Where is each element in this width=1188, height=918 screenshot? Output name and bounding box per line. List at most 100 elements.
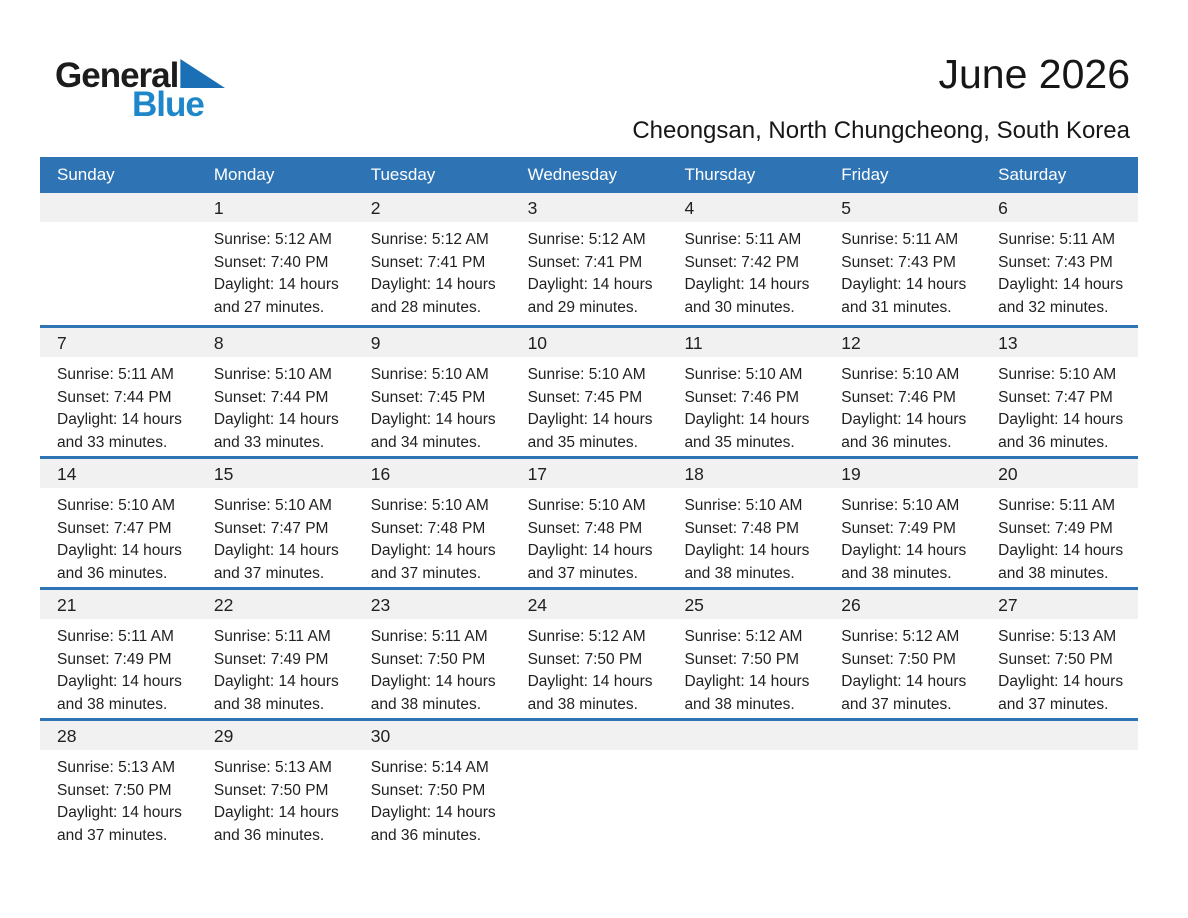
day-cell: 26 Sunrise: 5:12 AM Sunset: 7:50 PM Dayligh… bbox=[824, 590, 982, 718]
day-number-band: 8 bbox=[196, 328, 354, 357]
day-cell: 1 Sunrise: 5:12 AM Sunset: 7:40 PM Daylight… bbox=[196, 193, 354, 325]
daylight-text-line2: and 37 minutes. bbox=[213, 564, 325, 582]
day-number-band: 4 bbox=[667, 193, 825, 222]
day-number: 22 bbox=[213, 595, 234, 615]
daylight-text-line1: Daylight: 14 hours bbox=[684, 411, 810, 428]
sunset-text: Sunset: 7:46 PM bbox=[684, 388, 800, 406]
day-details: Sunrise: 5:11 AM Sunset: 7:49 PM Daylight:… bbox=[40, 619, 197, 716]
daylight-text-line2: and 38 minutes. bbox=[841, 564, 952, 582]
sunset-text: Sunset: 7:43 PM bbox=[998, 253, 1113, 271]
day-details: Sunrise: 5:13 AM Sunset: 7:50 PM Daylight:… bbox=[981, 619, 1138, 716]
day-cell: 5 Sunrise: 5:11 AM Sunset: 7:43 PM Daylight… bbox=[824, 193, 982, 325]
day-cell: 23 Sunrise: 5:11 AM Sunset: 7:50 PM Dayligh… bbox=[353, 590, 511, 718]
daylight-text-line2: and 37 minutes. bbox=[57, 826, 168, 844]
day-number: 20 bbox=[998, 464, 1018, 484]
daylight-text-line1: Daylight: 14 hours bbox=[527, 411, 653, 428]
sunset-text: Sunset: 7:42 PM bbox=[684, 253, 800, 271]
day-number-band: 16 bbox=[353, 459, 511, 488]
week-row: 7 Sunrise: 5:11 AM Sunset: 7:44 PM Daylight… bbox=[40, 325, 1139, 456]
sunrise-text: Sunrise: 5:10 AM bbox=[213, 497, 332, 514]
daylight-text-line2: and 30 minutes. bbox=[684, 298, 795, 316]
day-number-band: 6 bbox=[981, 193, 1139, 222]
day-details: Sunrise: 5:10 AM Sunset: 7:49 PM Daylight:… bbox=[824, 488, 981, 585]
day-cell: 7 Sunrise: 5:11 AM Sunset: 7:44 PM Daylight… bbox=[40, 328, 197, 456]
sunset-text: Sunset: 7:41 PM bbox=[527, 253, 643, 271]
day-number: 29 bbox=[213, 726, 234, 746]
sunset-text: Sunset: 7:48 PM bbox=[684, 519, 800, 537]
sunrise-text: Sunrise: 5:10 AM bbox=[841, 366, 960, 383]
daylight-text-line2: and 36 minutes. bbox=[841, 433, 952, 451]
sunrise-text: Sunrise: 5:13 AM bbox=[57, 759, 176, 776]
day-number-band: 14 bbox=[40, 459, 197, 488]
day-cell: 28 Sunrise: 5:13 AM Sunset: 7:50 PM Dayligh… bbox=[40, 721, 197, 849]
daylight-text-line2: and 38 minutes. bbox=[684, 564, 795, 582]
day-details: Sunrise: 5:12 AM Sunset: 7:50 PM Daylight:… bbox=[667, 619, 824, 716]
sunset-text: Sunset: 7:45 PM bbox=[370, 388, 486, 406]
sunset-text: Sunset: 7:48 PM bbox=[527, 519, 643, 537]
daylight-text-line1: Daylight: 14 hours bbox=[213, 542, 339, 559]
week-row: 14 Sunrise: 5:10 AM Sunset: 7:47 PM Dayligh… bbox=[40, 456, 1139, 587]
day-details: Sunrise: 5:13 AM Sunset: 7:50 PM Daylight:… bbox=[40, 750, 197, 847]
empty-day-cell bbox=[510, 721, 668, 849]
sunrise-text: Sunrise: 5:13 AM bbox=[998, 628, 1117, 645]
sunrise-text: Sunrise: 5:11 AM bbox=[998, 497, 1116, 514]
sunrise-text: Sunrise: 5:11 AM bbox=[57, 366, 174, 383]
sunset-text: Sunset: 7:49 PM bbox=[213, 650, 329, 668]
day-cell: 20 Sunrise: 5:11 AM Sunset: 7:49 PM Dayligh… bbox=[981, 459, 1139, 587]
daylight-text-line2: and 33 minutes. bbox=[57, 433, 168, 451]
daylight-text-line2: and 36 minutes. bbox=[998, 433, 1109, 451]
day-number-band: 20 bbox=[981, 459, 1139, 488]
day-number-band bbox=[510, 721, 668, 750]
weekday-header-cell: Saturday bbox=[998, 165, 1067, 184]
sunrise-text: Sunrise: 5:14 AM bbox=[370, 759, 489, 776]
general-blue-logo: General Blue bbox=[55, 58, 225, 138]
day-number: 14 bbox=[57, 464, 77, 484]
sunrise-text: Sunrise: 5:10 AM bbox=[841, 497, 960, 514]
sunset-text: Sunset: 7:50 PM bbox=[684, 650, 800, 668]
sunrise-text: Sunrise: 5:10 AM bbox=[527, 366, 646, 383]
daylight-text-line1: Daylight: 14 hours bbox=[998, 673, 1124, 690]
day-number-band: 24 bbox=[510, 590, 668, 619]
sunrise-text: Sunrise: 5:12 AM bbox=[213, 231, 332, 248]
day-number-band: 2 bbox=[353, 193, 511, 222]
sunrise-text: Sunrise: 5:10 AM bbox=[684, 497, 803, 514]
sunrise-text: Sunrise: 5:12 AM bbox=[841, 628, 960, 645]
day-cell: 12 Sunrise: 5:10 AM Sunset: 7:46 PM Dayligh… bbox=[824, 328, 982, 456]
daylight-text-line2: and 38 minutes. bbox=[213, 695, 325, 713]
daylight-text-line2: and 32 minutes. bbox=[998, 298, 1109, 316]
empty-day-cell bbox=[981, 721, 1139, 849]
day-number-band: 12 bbox=[824, 328, 982, 357]
sunrise-text: Sunrise: 5:11 AM bbox=[998, 231, 1116, 248]
day-cell: 14 Sunrise: 5:10 AM Sunset: 7:47 PM Dayligh… bbox=[40, 459, 197, 587]
daylight-text-line2: and 34 minutes. bbox=[370, 433, 482, 451]
sunset-text: Sunset: 7:43 PM bbox=[841, 253, 956, 271]
daylight-text-line1: Daylight: 14 hours bbox=[527, 542, 653, 559]
day-number-band: 5 bbox=[824, 193, 982, 222]
daylight-text-line2: and 37 minutes. bbox=[370, 564, 482, 582]
calendar-table: Sunday Monday Tuesday Wednesday Thursday Frid… bbox=[40, 157, 1139, 849]
daylight-text-line2: and 29 minutes. bbox=[527, 298, 638, 316]
sunset-text: Sunset: 7:50 PM bbox=[213, 781, 329, 799]
day-number-band: 1 bbox=[196, 193, 354, 222]
day-number-band: 27 bbox=[981, 590, 1139, 619]
weekday-header-cell: Tuesday bbox=[370, 165, 436, 184]
daylight-text-line1: Daylight: 14 hours bbox=[684, 673, 810, 690]
day-number-band: 11 bbox=[667, 328, 825, 357]
sunset-text: Sunset: 7:50 PM bbox=[841, 650, 956, 668]
day-number-band: 21 bbox=[40, 590, 197, 619]
day-number: 10 bbox=[527, 333, 548, 353]
day-details: Sunrise: 5:11 AM Sunset: 7:43 PM Daylight:… bbox=[981, 222, 1138, 319]
sunset-text: Sunset: 7:50 PM bbox=[527, 650, 643, 668]
sunset-text: Sunset: 7:50 PM bbox=[370, 781, 486, 799]
sunset-text: Sunset: 7:40 PM bbox=[213, 253, 329, 271]
day-number-band: 17 bbox=[510, 459, 668, 488]
daylight-text-line2: and 27 minutes. bbox=[213, 298, 325, 316]
week-row: 28 Sunrise: 5:13 AM Sunset: 7:50 PM Dayligh… bbox=[40, 718, 1139, 849]
day-cell: 17 Sunrise: 5:10 AM Sunset: 7:48 PM Dayligh… bbox=[510, 459, 668, 587]
day-details: Sunrise: 5:12 AM Sunset: 7:50 PM Daylight:… bbox=[511, 619, 668, 716]
day-number: 13 bbox=[998, 333, 1018, 353]
sunrise-text: Sunrise: 5:11 AM bbox=[213, 628, 331, 645]
day-number-band: 13 bbox=[981, 328, 1139, 357]
sunset-text: Sunset: 7:50 PM bbox=[998, 650, 1113, 668]
day-details: Sunrise: 5:11 AM Sunset: 7:42 PM Daylight:… bbox=[667, 222, 824, 319]
